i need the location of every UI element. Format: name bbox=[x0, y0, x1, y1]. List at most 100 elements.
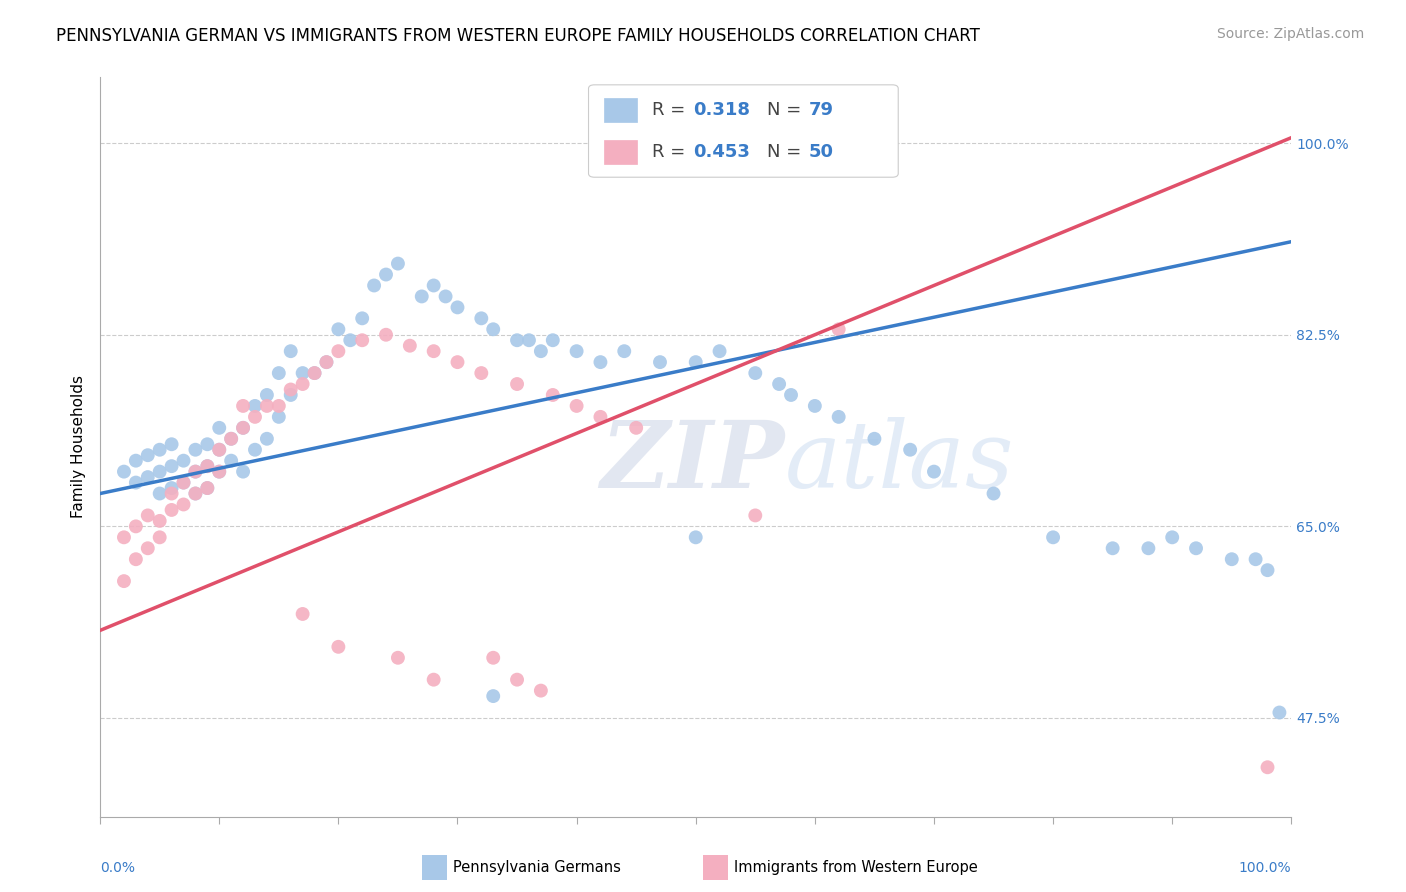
Point bbox=[589, 409, 612, 424]
Point bbox=[898, 442, 921, 457]
Point bbox=[219, 432, 242, 446]
Point bbox=[149, 486, 172, 500]
Point bbox=[422, 278, 444, 293]
Point bbox=[173, 453, 195, 467]
Point bbox=[1137, 541, 1160, 556]
Point bbox=[709, 344, 731, 359]
Point bbox=[352, 333, 374, 347]
Point bbox=[804, 399, 827, 413]
Point bbox=[232, 399, 254, 413]
Point bbox=[125, 453, 148, 467]
Point bbox=[1257, 760, 1279, 774]
Point bbox=[411, 289, 433, 303]
Point bbox=[780, 388, 803, 402]
Point bbox=[517, 333, 540, 347]
Point bbox=[613, 344, 636, 359]
Point bbox=[363, 278, 385, 293]
Text: 0.0%: 0.0% bbox=[100, 861, 135, 875]
Point bbox=[136, 541, 159, 556]
Point bbox=[685, 530, 707, 544]
Point bbox=[375, 327, 398, 342]
Point bbox=[1244, 552, 1267, 566]
Point bbox=[173, 498, 195, 512]
Point bbox=[112, 530, 135, 544]
Point bbox=[339, 333, 361, 347]
Point bbox=[184, 442, 207, 457]
Point bbox=[125, 475, 148, 490]
Point bbox=[506, 333, 529, 347]
Point bbox=[256, 388, 278, 402]
Point bbox=[195, 459, 218, 474]
Text: atlas: atlas bbox=[785, 417, 1015, 507]
Point bbox=[160, 503, 183, 517]
Point bbox=[1042, 530, 1064, 544]
FancyBboxPatch shape bbox=[605, 98, 637, 121]
Point bbox=[744, 508, 766, 523]
Point bbox=[1185, 541, 1208, 556]
Point bbox=[125, 552, 148, 566]
Text: PENNSYLVANIA GERMAN VS IMMIGRANTS FROM WESTERN EUROPE FAMILY HOUSEHOLDS CORRELAT: PENNSYLVANIA GERMAN VS IMMIGRANTS FROM W… bbox=[56, 27, 980, 45]
Point bbox=[315, 355, 337, 369]
FancyBboxPatch shape bbox=[589, 85, 898, 178]
Point bbox=[125, 519, 148, 533]
Point bbox=[160, 481, 183, 495]
Point bbox=[149, 514, 172, 528]
Text: 0.318: 0.318 bbox=[693, 101, 751, 119]
Point bbox=[208, 442, 231, 457]
Point bbox=[208, 465, 231, 479]
Text: 79: 79 bbox=[808, 101, 834, 119]
Point bbox=[304, 366, 326, 380]
Point bbox=[291, 377, 314, 392]
Point bbox=[375, 268, 398, 282]
Point bbox=[256, 399, 278, 413]
Point bbox=[827, 322, 849, 336]
Point bbox=[195, 481, 218, 495]
Point bbox=[160, 486, 183, 500]
Point bbox=[541, 333, 564, 347]
Point bbox=[136, 448, 159, 462]
Point bbox=[506, 673, 529, 687]
Point bbox=[422, 673, 444, 687]
Point bbox=[173, 475, 195, 490]
Point bbox=[482, 322, 505, 336]
Point bbox=[768, 377, 790, 392]
Point bbox=[530, 344, 553, 359]
Point bbox=[136, 508, 159, 523]
Point bbox=[506, 377, 529, 392]
Point bbox=[232, 421, 254, 435]
Point bbox=[446, 355, 468, 369]
Point bbox=[983, 486, 1005, 500]
Text: N =: N = bbox=[768, 144, 807, 161]
Point bbox=[112, 574, 135, 588]
Point bbox=[482, 689, 505, 703]
Point bbox=[1268, 706, 1291, 720]
Point bbox=[328, 344, 350, 359]
Point bbox=[387, 256, 409, 270]
Point bbox=[195, 437, 218, 451]
Point bbox=[291, 607, 314, 621]
Point bbox=[136, 470, 159, 484]
Text: R =: R = bbox=[651, 101, 690, 119]
Point bbox=[195, 481, 218, 495]
Point bbox=[243, 442, 266, 457]
Text: Source: ZipAtlas.com: Source: ZipAtlas.com bbox=[1216, 27, 1364, 41]
Point bbox=[398, 339, 420, 353]
Point bbox=[434, 289, 457, 303]
Text: 100.0%: 100.0% bbox=[1239, 861, 1291, 875]
Point bbox=[232, 421, 254, 435]
Text: Pennsylvania Germans: Pennsylvania Germans bbox=[453, 860, 620, 874]
Point bbox=[195, 459, 218, 474]
Point bbox=[648, 355, 671, 369]
Point bbox=[184, 465, 207, 479]
Text: 50: 50 bbox=[808, 144, 834, 161]
Point bbox=[219, 432, 242, 446]
Point bbox=[470, 311, 492, 326]
Point bbox=[744, 366, 766, 380]
Point bbox=[541, 388, 564, 402]
Point bbox=[208, 442, 231, 457]
Point bbox=[280, 344, 302, 359]
Point bbox=[1257, 563, 1279, 577]
Point bbox=[827, 409, 849, 424]
Point bbox=[565, 399, 588, 413]
Point bbox=[922, 465, 945, 479]
